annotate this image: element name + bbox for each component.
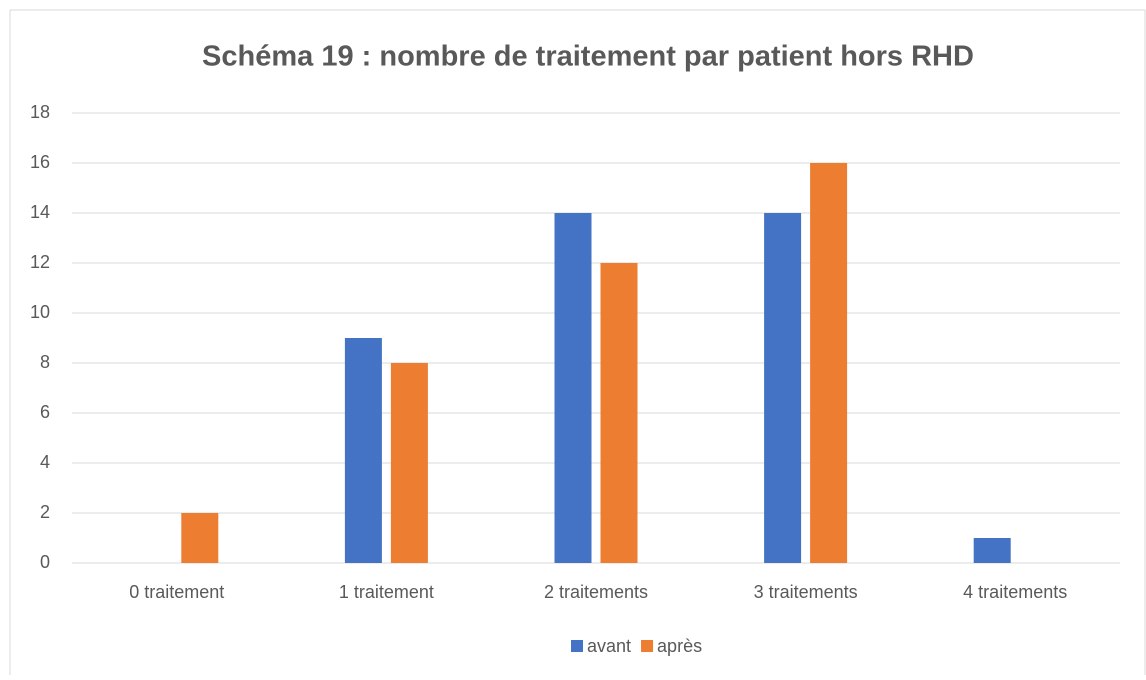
legend-swatch xyxy=(641,640,654,652)
y-tick-label: 18 xyxy=(30,102,50,122)
y-tick-label: 6 xyxy=(40,402,50,422)
y-tick-label: 10 xyxy=(30,302,50,322)
bar xyxy=(764,213,802,563)
y-tick-label: 14 xyxy=(30,202,50,222)
x-tick-label: 3 traitements xyxy=(754,582,858,602)
y-tick-label: 2 xyxy=(40,502,50,522)
x-tick-label: 4 traitements xyxy=(963,582,1067,602)
legend-label: après xyxy=(657,636,702,656)
chart-title: Schéma 19 : nombre de traitement par pat… xyxy=(202,41,974,73)
legend-label: avant xyxy=(587,636,631,656)
y-tick-label: 4 xyxy=(40,452,50,472)
bar xyxy=(600,263,638,563)
x-tick-label: 0 traitement xyxy=(129,582,224,602)
x-tick-label: 2 traitements xyxy=(544,582,648,602)
y-tick-label: 0 xyxy=(40,552,50,572)
y-tick-label: 16 xyxy=(30,152,50,172)
y-tick-label: 12 xyxy=(30,252,50,272)
x-tick-label: 1 traitement xyxy=(339,582,434,602)
bar xyxy=(181,513,219,563)
legend-swatch xyxy=(571,640,583,652)
bar xyxy=(810,163,848,563)
bar xyxy=(390,363,428,563)
bar xyxy=(554,213,592,563)
bar xyxy=(973,538,1011,563)
bar xyxy=(344,338,382,563)
y-tick-label: 8 xyxy=(40,352,50,372)
